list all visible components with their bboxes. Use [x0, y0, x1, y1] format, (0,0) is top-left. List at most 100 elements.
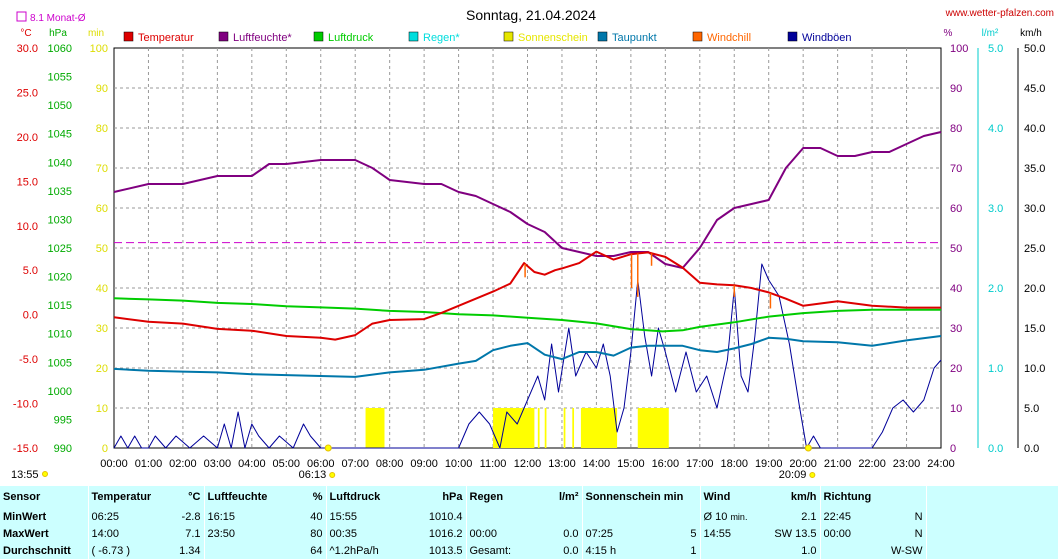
- chart-markers: 06:13 20:09 13:55: [11, 444, 816, 481]
- stats-spacer: [925, 508, 1058, 526]
- x-tick-label: 04:00: [238, 458, 266, 470]
- y-tick-wind: 35.0: [1024, 163, 1045, 175]
- x-tick-label: 00:00: [100, 458, 128, 470]
- y-tick-temperature: 10.0: [17, 221, 38, 233]
- y-tick-pressure: 1010: [48, 329, 72, 341]
- y-tick-rain: 0.0: [988, 443, 1003, 455]
- stats-row-label: MinWert: [3, 511, 47, 524]
- y-tick-wind: 15.0: [1024, 323, 1045, 335]
- x-tick-label: 07:00: [341, 458, 369, 470]
- x-tick-label: 13:00: [548, 458, 576, 470]
- y-tick-temperature: 5.0: [23, 265, 38, 277]
- month-avg-swatch: [16, 11, 27, 22]
- legend-swatch: [408, 31, 419, 42]
- y-tick-humidity: 90: [950, 83, 962, 95]
- stats-header-spacer: [925, 486, 1058, 509]
- x-tick-label: 12:00: [514, 458, 542, 470]
- stats-wind-label: 14:55: [699, 525, 757, 543]
- y-tick-pressure: 1045: [48, 129, 72, 141]
- legend-label: Windböen: [802, 32, 852, 44]
- y-tick-temperature: 20.0: [17, 132, 38, 144]
- x-tick-label: 15:00: [617, 458, 645, 470]
- legend-label: Sonnenschein: [518, 32, 588, 44]
- stats-hum-value: 80: [310, 527, 323, 540]
- unit-hpa: hPa: [49, 28, 67, 39]
- y-tick-humidity: 100: [950, 43, 968, 55]
- stats-wind-value: 2.1: [801, 511, 817, 524]
- y-tick-pressure: 1050: [48, 100, 72, 112]
- y-tick-pressure: 1060: [48, 43, 72, 55]
- y-tick-wind: 5.0: [1024, 403, 1039, 415]
- sun-icon: [42, 471, 48, 477]
- sun-marker-dot: [324, 444, 332, 452]
- y-tick-wind: 45.0: [1024, 83, 1045, 95]
- sun-marker-label: 06:13: [299, 469, 327, 481]
- stats-dir-time: [819, 542, 877, 559]
- legend-label: Temperatur: [138, 32, 194, 44]
- chart-series: [113, 131, 942, 449]
- y-tick-wind: 10.0: [1024, 363, 1045, 375]
- y-tick-pressure: 1030: [48, 214, 72, 226]
- series-line-temperatur: [113, 250, 941, 341]
- weather-chart: Sonntag, 21.04.2024 www.wetter-pfalzen.c…: [11, 7, 1054, 481]
- site-link[interactable]: www.wetter-pfalzen.com: [945, 8, 1054, 19]
- stats-press-time: 00:35: [325, 525, 394, 543]
- stats-press-time: ^1.2hPa/h: [325, 542, 394, 559]
- sunshine-bar: [544, 408, 547, 448]
- sunshine-bar: [572, 408, 575, 448]
- stats-row-min: MinWert 06:25 -2.8 16:15 40 15:55 1010.4…: [0, 508, 1058, 526]
- sun-icon: [329, 472, 336, 478]
- y-tick-rain: 2.0: [988, 283, 1003, 295]
- stats-row-avg: Durchschnitt ( -6.73 ) 1.34 64 ^1.2hPa/h…: [0, 542, 1058, 559]
- x-tick-label: 01:00: [135, 458, 163, 470]
- y-tick-pressure: 990: [54, 443, 72, 455]
- legend-label: Taupunkt: [612, 32, 657, 44]
- stats-sun-time: 4:15 h: [581, 542, 640, 559]
- chart-legend: Temperatur Luftfeuchte* Luftdruck Regen* Son…: [123, 31, 852, 44]
- y-tick-wind: 50.0: [1024, 43, 1045, 55]
- y-tick-minutes: 100: [90, 43, 108, 55]
- series-line-windböen: [113, 263, 942, 449]
- y-tick-pressure: 1000: [48, 386, 72, 398]
- y-tick-humidity: 80: [950, 123, 962, 135]
- stats-rain-value: 0.0: [563, 544, 579, 557]
- stats-header-sensor: Sensor: [3, 491, 41, 504]
- x-tick-label: 03:00: [204, 458, 232, 470]
- y-tick-wind: 20.0: [1024, 283, 1045, 295]
- x-tick-label: 23:00: [893, 458, 921, 470]
- y-tick-minutes: 20: [96, 363, 108, 375]
- chart-axes: 00:00 01:00 02:00 03:00 04:00 05:00 06:00 07:00…: [13, 43, 1046, 470]
- sunshine-bar: [563, 408, 566, 448]
- stats-temp-time: 14:00: [87, 525, 164, 543]
- stats-header-kmh: km/h: [790, 491, 817, 504]
- y-tick-pressure: 1035: [48, 186, 72, 198]
- x-tick-label: 22:00: [858, 458, 886, 470]
- y-tick-humidity: 0: [950, 443, 956, 455]
- legend-swatch: [123, 31, 134, 42]
- y-tick-rain: 3.0: [988, 203, 1003, 215]
- series-line-luftfeuchte: [113, 131, 942, 269]
- x-tick-label: 18:00: [720, 458, 748, 470]
- x-tick-label: 21:00: [824, 458, 852, 470]
- stats-header-luftfeuchte: Luftfeuchte: [203, 486, 288, 509]
- stats-press-value: 1016.2: [428, 527, 463, 540]
- y-tick-pressure: 1020: [48, 272, 72, 284]
- x-tick-label: 08:00: [376, 458, 404, 470]
- stats-wind-label-main: 14:55: [703, 527, 732, 540]
- y-tick-humidity: 50: [950, 243, 962, 255]
- stats-header-sonnenschein: Sonnenschein min: [581, 486, 701, 509]
- stats-sun-time: [581, 508, 640, 526]
- legend-label: Luftfeuchte*: [233, 32, 292, 44]
- statistics-table: Sensor Temperatur °C Luftfeuchte % Luftd…: [0, 486, 1058, 559]
- legend-swatch: [503, 31, 514, 42]
- legend-swatch: [218, 31, 229, 42]
- y-tick-wind: 0.0: [1024, 443, 1039, 455]
- x-tick-label: 14:00: [583, 458, 611, 470]
- stats-header-regen: Regen: [465, 486, 532, 509]
- stats-header-lm2: l/m²: [558, 491, 579, 504]
- stats-temp-value: -2.8: [181, 511, 201, 524]
- stats-dir-value: W-SW: [890, 544, 923, 557]
- stats-wind-label-main: Ø 10: [703, 511, 728, 524]
- stats-hum-value: 40: [310, 511, 323, 524]
- y-tick-minutes: 0: [102, 443, 108, 455]
